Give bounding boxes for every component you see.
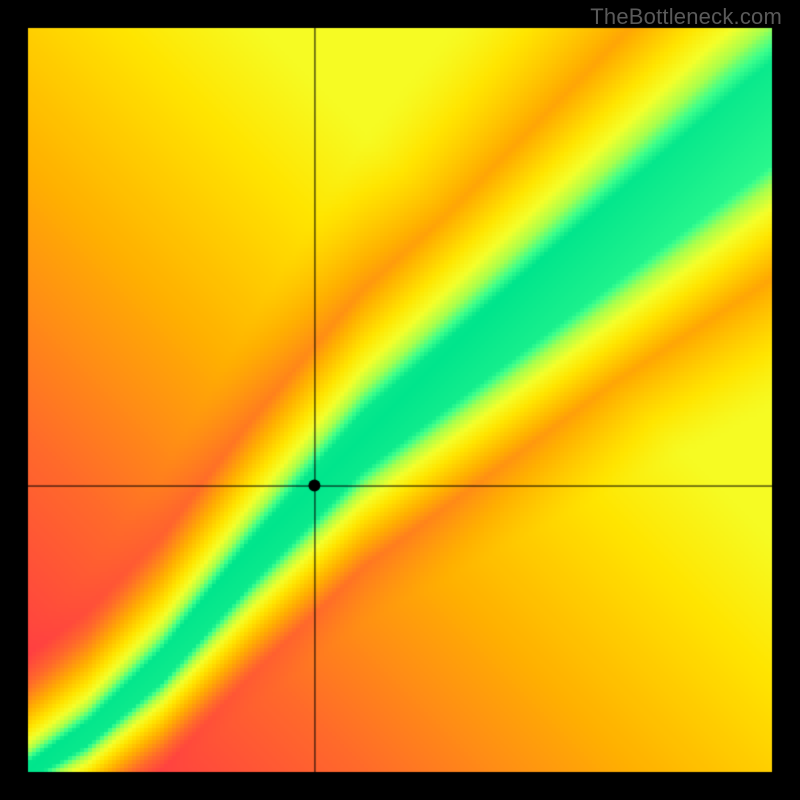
chart-container: TheBottleneck.com	[0, 0, 800, 800]
bottleneck-heatmap-canvas	[0, 0, 800, 800]
watermark-text: TheBottleneck.com	[590, 4, 782, 30]
